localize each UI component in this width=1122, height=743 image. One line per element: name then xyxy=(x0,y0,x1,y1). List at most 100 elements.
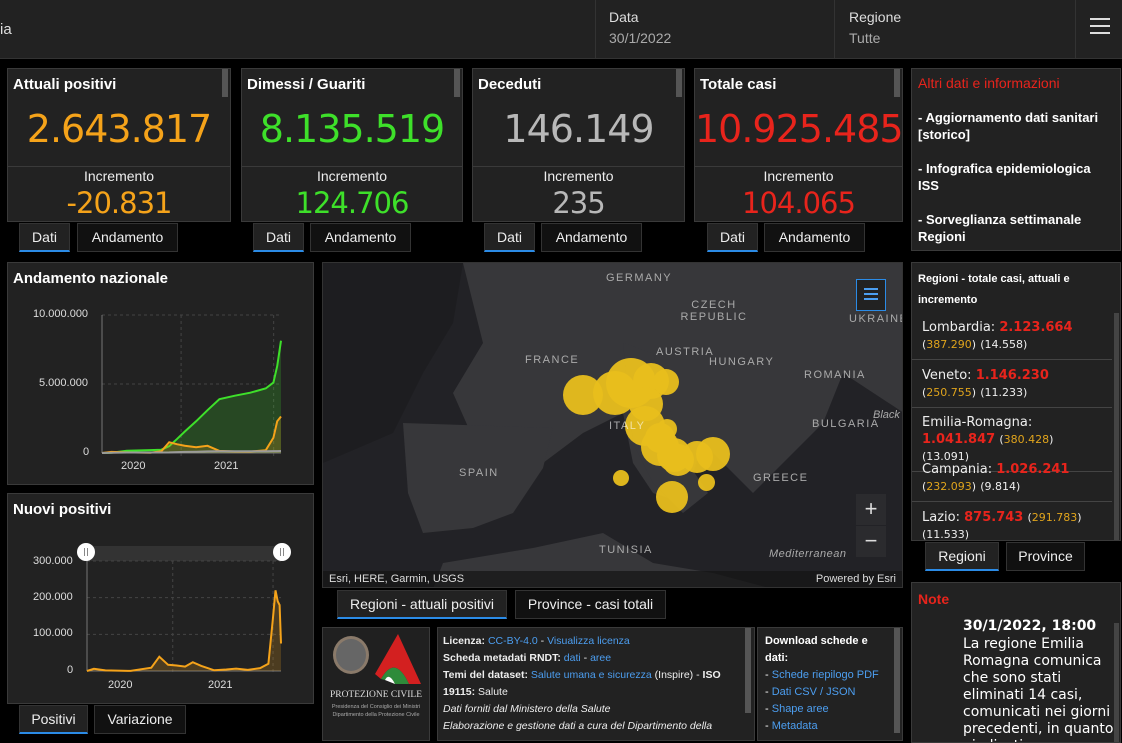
download-pdf-link[interactable]: Schede riepilogo PDF xyxy=(771,669,879,681)
tab-andamento[interactable]: Andamento xyxy=(310,223,411,252)
region-bubble[interactable] xyxy=(563,375,603,415)
series-area-guariti xyxy=(102,340,281,453)
scrollbar[interactable] xyxy=(894,628,900,733)
map-label: ROMANIA xyxy=(804,369,866,381)
download-metadata-link[interactable]: Metadata xyxy=(771,720,818,732)
download-shape-link[interactable]: Shape aree xyxy=(771,703,829,715)
rndt-aree-link[interactable]: aree xyxy=(590,652,612,664)
header: ia Data 30/1/2022 Regione Tutte xyxy=(0,0,1122,59)
y-tick: 100.000 xyxy=(33,627,73,639)
card-value: 8.135.519 xyxy=(259,107,445,151)
region-bubble[interactable] xyxy=(698,474,715,491)
nuovi-chart-panel: Nuovi positivi 300.000 200.000 100.000 0… xyxy=(7,493,314,704)
region-selector[interactable]: Regione Tutte xyxy=(835,0,1075,58)
scrollbar[interactable] xyxy=(1114,623,1119,742)
increment-label: Incremento xyxy=(83,168,155,184)
info-link-2[interactable]: - Infografica epidemiologica ISS xyxy=(918,161,1091,193)
range-handle-end[interactable] xyxy=(273,543,291,561)
metadata-panel: Licenza: CC-BY-4.0 - Visualizza licenza … xyxy=(437,627,755,741)
info-title: Altri dati e informazioni xyxy=(918,75,1060,91)
info-link-3[interactable]: - Sorveglianza settimanale Regioni xyxy=(918,212,1082,244)
map-label: UKRAINE xyxy=(849,313,903,325)
andamento-chart-panel: Andamento nazionale 10.000.000 5.000.000… xyxy=(7,262,314,485)
region-row[interactable]: Veneto: 1.146.230 (250.755) (11.233) xyxy=(912,361,1112,408)
tab-province[interactable]: Province xyxy=(1006,542,1085,571)
date-value: 30/1/2022 xyxy=(609,30,672,46)
info-panel: Altri dati e informazioni - Aggiornament… xyxy=(911,68,1121,251)
rndt-dati-link[interactable]: dati xyxy=(563,652,581,664)
x-tick: 2020 xyxy=(108,679,133,691)
map[interactable]: GERMANY CZECH REPUBLIC UKRAINE FRANCE AU… xyxy=(322,262,903,588)
region-row[interactable]: Lazio: 875.743 (291.783) (11.533) xyxy=(912,503,1112,540)
legend-list-icon[interactable] xyxy=(856,279,886,311)
range-slider-track[interactable] xyxy=(87,546,284,561)
regions-title: Regioni - totale casi, attuali e increme… xyxy=(918,273,1070,306)
scrollbar[interactable] xyxy=(676,69,682,97)
note-panel: Note 30/1/2022, 18:00 La regione Emilia … xyxy=(911,582,1121,743)
scrollbar[interactable] xyxy=(1114,313,1119,540)
tab-province-casi[interactable]: Province - casi totali xyxy=(515,590,666,619)
note-title: Note xyxy=(918,591,950,607)
region-bubble[interactable] xyxy=(696,437,730,471)
note-date: 30/1/2022, 18:00 xyxy=(963,618,1097,634)
note-text: La regione Emilia Romagna comunica che s… xyxy=(963,636,1114,742)
scrollbar[interactable] xyxy=(222,69,228,97)
zoom-out-button[interactable]: − xyxy=(856,526,886,557)
tab-variazione[interactable]: Variazione xyxy=(94,705,186,734)
map-label: HUNGARY xyxy=(709,356,775,368)
tab-dati[interactable]: Dati xyxy=(19,223,70,252)
series-area-nuovi xyxy=(87,590,281,671)
x-tick: 2021 xyxy=(208,679,233,691)
range-handle-start[interactable] xyxy=(77,543,95,561)
hamburger-menu-icon[interactable] xyxy=(1090,18,1110,36)
region-bubble[interactable] xyxy=(656,481,688,513)
tab-andamento[interactable]: Andamento xyxy=(77,223,178,252)
tab-dati[interactable]: Dati xyxy=(484,223,535,252)
theme-link[interactable]: Salute umana e sicurezza xyxy=(530,669,652,681)
map-label: Mediterranean xyxy=(769,548,847,560)
card-value: 10.925.485 xyxy=(695,107,904,151)
tab-regioni-attuali[interactable]: Regioni - attuali positivi xyxy=(337,590,507,619)
info-link-1[interactable]: - Aggiornamento dati sanitari [storico] xyxy=(918,110,1099,142)
stat-card: Totale casi 10.925.485 Incremento 104.06… xyxy=(694,68,904,222)
regions-panel: Regioni - totale casi, attuali e increme… xyxy=(911,262,1121,541)
region-row[interactable]: Campania: 1.026.241 (232.093) (9.814) xyxy=(912,455,1112,502)
stat-card: Dimessi / Guariti 8.135.519 Incremento 1… xyxy=(241,68,463,222)
map-label: GERMANY xyxy=(606,272,673,284)
download-csv-link[interactable]: Dati CSV / JSON xyxy=(771,686,856,698)
map-label: GREECE xyxy=(753,472,809,484)
region-row[interactable]: Lombardia: 2.123.664 (387.290) (14.558) xyxy=(912,313,1112,360)
date-selector[interactable]: Data 30/1/2022 xyxy=(596,0,834,58)
app-title: ia xyxy=(0,21,12,38)
license-link[interactable]: CC-BY-4.0 xyxy=(487,635,538,647)
series-line-nuovi xyxy=(86,590,282,672)
card-title: Totale casi xyxy=(700,76,777,93)
y-tick: 0 xyxy=(83,446,90,458)
data-source: Dati forniti dal Ministero della Salute xyxy=(443,703,611,715)
map-label: FRANCE xyxy=(525,354,580,366)
protezione-civile-emblem xyxy=(375,634,421,684)
increment-label: Incremento xyxy=(543,168,614,184)
y-tick: 200.000 xyxy=(33,591,73,603)
zoom-in-button[interactable]: + xyxy=(856,494,886,525)
increment-value: 124.706 xyxy=(295,186,410,220)
powered-by-esri[interactable]: Powered by Esri xyxy=(815,573,896,585)
view-license-link[interactable]: Visualizza licenza xyxy=(547,635,630,647)
increment-label: Incremento xyxy=(763,168,834,184)
tab-dati[interactable]: Dati xyxy=(253,223,304,252)
tab-andamento[interactable]: Andamento xyxy=(541,223,642,252)
tab-andamento[interactable]: Andamento xyxy=(764,223,865,252)
download-title: Download schede e dati: xyxy=(765,635,868,664)
scrollbar[interactable] xyxy=(745,628,751,713)
y-tick: 5.000.000 xyxy=(39,377,88,389)
region-bubble[interactable] xyxy=(613,470,629,486)
tab-regioni[interactable]: Regioni xyxy=(925,542,999,571)
scrollbar[interactable] xyxy=(894,69,900,97)
scrollbar[interactable] xyxy=(454,69,460,97)
map-label: SPAIN xyxy=(459,467,499,479)
tab-dati[interactable]: Dati xyxy=(707,223,758,252)
map-label: BULGARIA xyxy=(812,418,880,430)
tab-positivi[interactable]: Positivi xyxy=(19,705,88,734)
region-row[interactable]: Emilia-Romagna: 1.041.847 (380.428) (13.… xyxy=(912,408,1112,472)
data-processing: Elaborazione e gestione dati a cura del … xyxy=(443,720,713,732)
